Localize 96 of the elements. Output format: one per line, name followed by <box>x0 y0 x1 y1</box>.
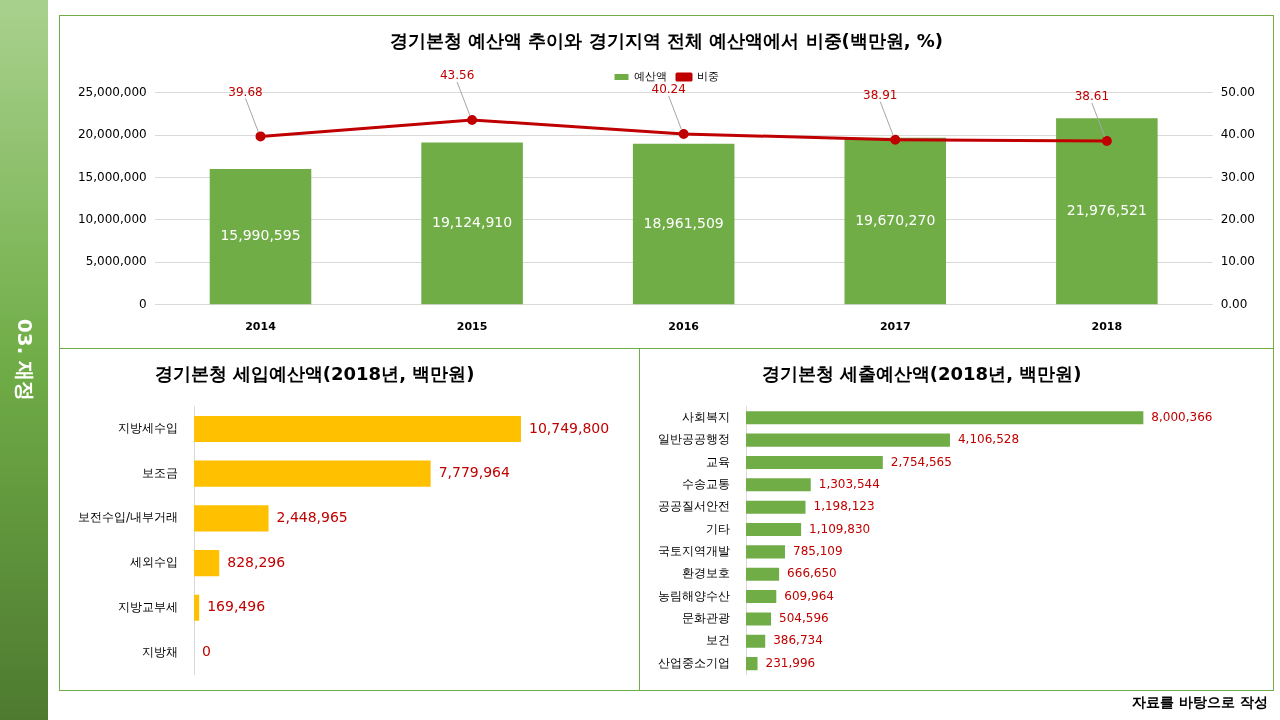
bar <box>1056 118 1158 305</box>
bar <box>194 415 521 443</box>
bar <box>194 505 269 532</box>
data-label: 19,670,270 <box>855 211 936 228</box>
data-label: 2,448,965 <box>276 508 348 525</box>
data-label: 39.68 <box>228 84 263 99</box>
x-tick-label: 2017 <box>879 320 911 334</box>
chart-title: 경기본청 예산액 추이와 경기지역 전체 예산액에서 비중(백만원, %) <box>389 30 944 52</box>
y-tick-label: 0 <box>139 296 147 311</box>
data-label: 2,754,565 <box>890 454 952 469</box>
y-tick-label: 10,000,000 <box>77 212 147 227</box>
bar <box>194 549 220 577</box>
data-label: 785,109 <box>792 544 843 558</box>
y-tick-label: 20,000,000 <box>77 127 147 142</box>
y-tick-label: 보조금 <box>142 465 179 480</box>
data-label: 1,109,830 <box>809 521 871 536</box>
y2-tick-label: 0.00 <box>1220 296 1248 311</box>
data-label: 609,964 <box>784 588 834 603</box>
y-tick-label: 사회복지 <box>682 409 730 424</box>
bar <box>746 567 780 581</box>
y-tick-label: 보전수입/내부거래 <box>78 510 179 525</box>
y2-tick-label: 50.00 <box>1220 84 1256 99</box>
data-label: 1,198,123 <box>813 499 875 514</box>
data-label: 19,124,910 <box>432 214 513 231</box>
data-label: 666,650 <box>787 566 837 581</box>
bar <box>746 433 950 447</box>
bar <box>746 522 802 537</box>
bar <box>746 612 772 626</box>
y-tick-label: 수송교통 <box>682 476 730 491</box>
x-tick-label: 2018 <box>1091 320 1123 334</box>
data-label: 828,296 <box>227 553 286 570</box>
chart-title: 경기본청 세출예산액(2018년, 백만원) <box>761 363 1082 385</box>
bar <box>632 143 735 305</box>
data-label: 21,976,521 <box>1066 201 1147 218</box>
y-tick-label: 세외수입 <box>130 555 179 570</box>
data-label: 10,749,800 <box>528 419 610 436</box>
data-label: 15,990,595 <box>220 227 301 244</box>
y2-tick-label: 40.00 <box>1220 127 1256 142</box>
bar <box>746 634 766 648</box>
data-label: 231,996 <box>765 655 816 670</box>
data-label: 38.61 <box>1074 89 1110 104</box>
y-tick-label: 지방교부세 <box>118 599 179 614</box>
data-label: 386,734 <box>773 633 823 648</box>
point <box>890 134 901 145</box>
data-label: 40.24 <box>651 82 686 97</box>
text: 03. 재정 <box>11 318 38 402</box>
y-tick-label: 국토지역개발 <box>658 544 730 558</box>
y-tick-label: 공공질서안전 <box>658 499 730 514</box>
y2-tick-label: 20.00 <box>1220 212 1256 227</box>
y-tick-label: 25,000,000 <box>77 84 147 99</box>
y2-tick-label: 30.00 <box>1220 169 1256 184</box>
point <box>1101 135 1112 146</box>
bar <box>421 142 523 305</box>
data-label: 4,106,528 <box>957 432 1020 447</box>
data-label: 8,000,366 <box>1151 409 1213 424</box>
x-tick-label: 2015 <box>456 320 488 334</box>
y-tick-label: 산업중소기업 <box>658 655 730 670</box>
y-tick-label: 지방채 <box>142 644 179 659</box>
data-label: 7,779,964 <box>438 464 510 481</box>
bar <box>746 455 883 470</box>
y-tick-label: 기타 <box>706 521 730 536</box>
text: 자료를 바탕으로 작성 <box>1132 694 1268 712</box>
y-tick-label: 5,000,000 <box>85 254 147 269</box>
bar <box>746 411 1144 425</box>
y-tick-label: 15,000,000 <box>77 169 147 184</box>
chart-title: 경기본청 세입예산액(2018년, 백만원) <box>154 363 475 385</box>
y-tick-label: 지방세수입 <box>118 421 179 436</box>
y-tick-label: 문화관광 <box>682 611 730 626</box>
data-label: 169,496 <box>207 598 266 615</box>
data-label: 504,596 <box>779 611 829 626</box>
y-tick-label: 환경보호 <box>682 566 730 581</box>
legend-label: 예산액 <box>634 69 667 83</box>
y2-tick-label: 10.00 <box>1220 254 1256 269</box>
legend-label: 비중 <box>696 69 719 83</box>
bar <box>209 169 312 305</box>
bar <box>746 545 785 559</box>
y-tick-label: 교육 <box>706 454 730 469</box>
point <box>467 114 478 125</box>
bar <box>746 500 806 514</box>
data-label: 38.91 <box>863 87 898 102</box>
data-label: 1,303,544 <box>818 476 880 491</box>
bar <box>746 478 811 492</box>
y-tick-label: 농림해양수산 <box>658 588 730 603</box>
data-label: 18,961,509 <box>643 214 724 231</box>
bar <box>746 657 758 671</box>
bar <box>844 137 947 305</box>
bar <box>194 460 431 487</box>
point <box>255 131 266 142</box>
bar <box>746 590 777 604</box>
data-label: 43.56 <box>439 68 475 83</box>
y-tick-label: 일반공공행정 <box>658 432 730 447</box>
x-tick-label: 2016 <box>668 320 700 334</box>
y-tick-label: 보건 <box>706 633 730 648</box>
point <box>678 129 689 140</box>
x-tick-label: 2014 <box>245 320 277 334</box>
data-label: 0 <box>202 643 211 660</box>
